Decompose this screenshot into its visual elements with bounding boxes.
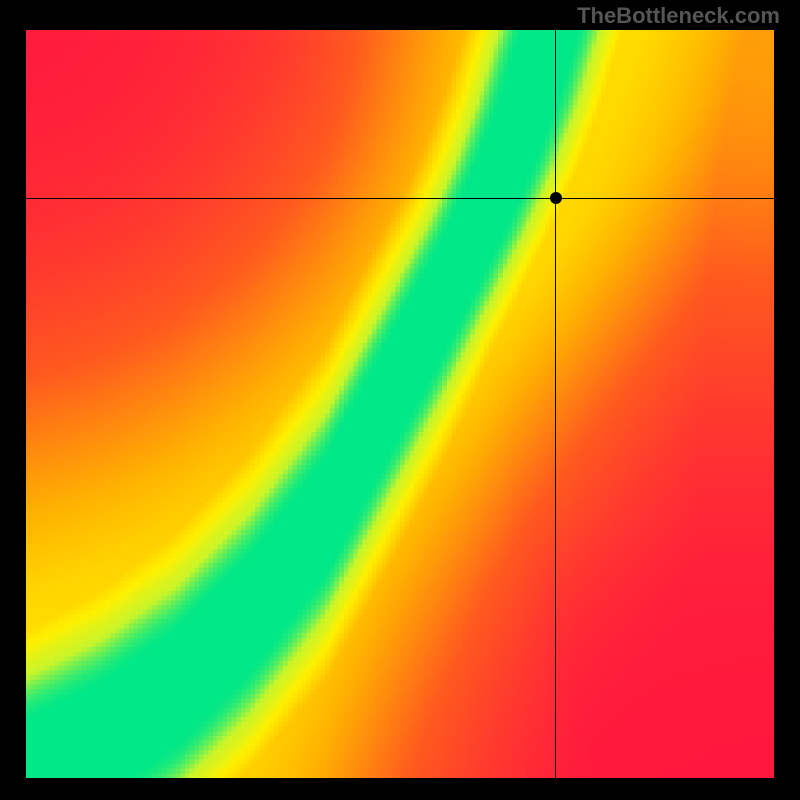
crosshair-horizontal [26,198,774,200]
watermark-text: TheBottleneck.com [577,3,780,29]
plot-area [26,30,774,778]
chart-container: TheBottleneck.com [0,0,800,800]
crosshair-vertical [555,30,557,778]
crosshair-marker [550,192,562,204]
heatmap-canvas [26,30,774,778]
